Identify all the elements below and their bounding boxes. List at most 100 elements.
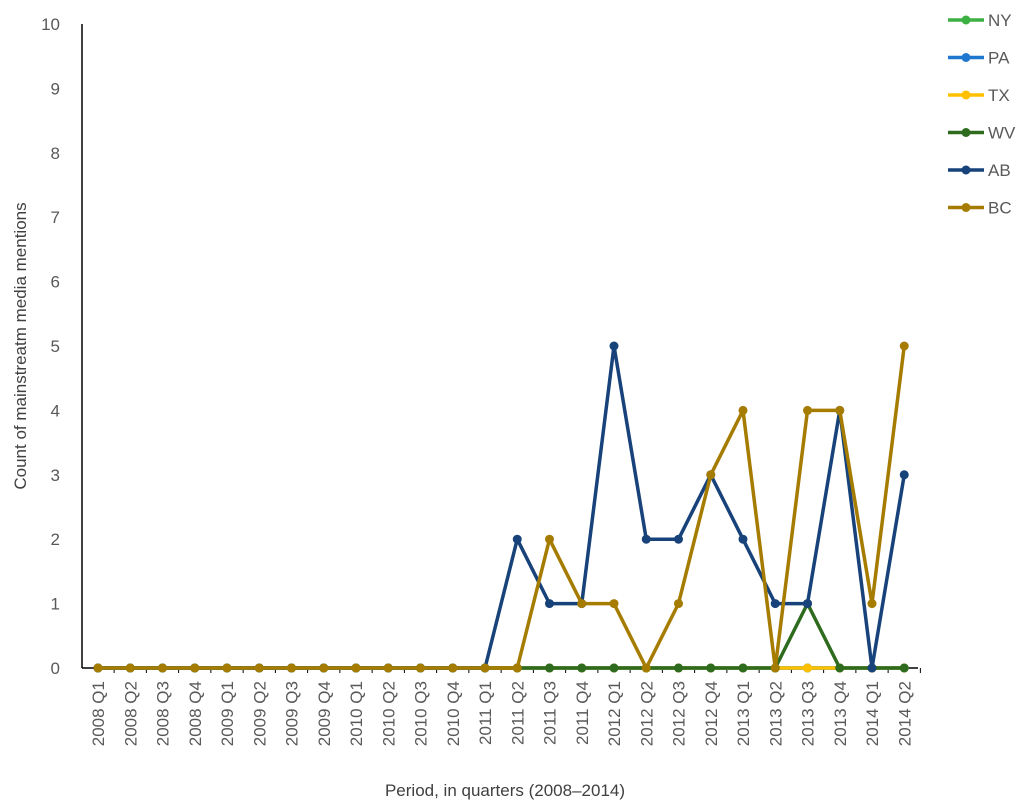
legend-label: TX — [988, 86, 1010, 105]
data-point-bc — [512, 663, 522, 673]
y-tick-label: 10 — [41, 15, 60, 34]
data-point-bc — [383, 663, 393, 673]
data-point-ab — [738, 534, 748, 544]
data-point-bc — [770, 663, 780, 673]
x-tick-label: 2009 Q2 — [250, 681, 269, 746]
legend-swatch-marker — [961, 53, 971, 62]
data-point-ab — [770, 599, 780, 609]
data-point-bc — [93, 663, 103, 673]
y-tick-label: 7 — [51, 208, 60, 227]
data-point-bc — [254, 663, 264, 673]
data-point-wv — [738, 663, 748, 673]
data-point-bc — [480, 663, 490, 673]
legend-swatch-marker — [961, 15, 971, 25]
series-bc — [93, 341, 909, 673]
data-point-ab — [641, 534, 651, 544]
x-tick-label: 2013 Q4 — [831, 681, 850, 746]
x-tick-label: 2009 Q4 — [315, 681, 334, 746]
data-point-ab — [609, 341, 619, 351]
data-point-wv — [674, 663, 683, 673]
data-point-bc — [641, 663, 651, 673]
data-point-bc — [867, 599, 877, 609]
plot-series — [93, 341, 909, 673]
data-point-bc — [351, 663, 361, 673]
x-tick-label: 2012 Q3 — [670, 681, 689, 746]
legend-item-wv: WV — [948, 124, 1016, 143]
y-tick-label: 8 — [51, 144, 60, 163]
data-point-bc — [835, 405, 845, 415]
x-tick-label: 2009 Q1 — [218, 681, 237, 746]
x-tick-label: 2010 Q2 — [379, 681, 398, 746]
legend-label: AB — [988, 161, 1011, 180]
x-tick-label: 2011 Q3 — [541, 681, 560, 745]
x-tick-label: 2011 Q1 — [476, 681, 495, 745]
data-point-bc — [545, 534, 554, 544]
data-point-bc — [609, 599, 619, 609]
data-point-wv — [545, 663, 554, 673]
data-point-bc — [448, 663, 458, 673]
legend-item-pa: PA — [948, 49, 1010, 68]
y-tick-label: 0 — [51, 659, 60, 678]
x-axis-title: Period, in quarters (2008–2014) — [385, 781, 625, 800]
x-tick-label: 2012 Q4 — [702, 681, 721, 746]
data-point-ab — [899, 470, 909, 480]
y-tick-label: 4 — [51, 401, 60, 420]
x-tick-label: 2014 Q1 — [863, 681, 882, 746]
y-axis: 0 1 2 3 4 5 6 7 8 9 10 — [41, 15, 83, 678]
data-point-tx — [803, 663, 812, 673]
legend: NY PA TX WV AB BC — [948, 11, 1016, 218]
data-point-wv — [577, 663, 587, 673]
data-point-wv — [706, 663, 716, 673]
y-tick-label: 1 — [51, 595, 60, 614]
x-tick-label: 2013 Q2 — [766, 681, 785, 746]
data-point-ab — [545, 599, 554, 609]
x-tick-label: 2010 Q4 — [444, 681, 463, 746]
data-point-bc — [158, 663, 167, 673]
x-tick-label: 2008 Q1 — [89, 681, 108, 746]
data-point-ab — [867, 663, 877, 673]
legend-swatch-marker — [961, 90, 971, 100]
y-tick-label: 5 — [51, 337, 60, 356]
data-point-bc — [706, 470, 716, 480]
data-point-ab — [512, 534, 522, 544]
y-tick-label: 3 — [51, 466, 60, 485]
data-point-wv — [609, 663, 619, 673]
data-point-bc — [287, 663, 296, 673]
data-point-wv — [899, 663, 909, 673]
data-point-bc — [577, 599, 587, 609]
x-tick-label: 2011 Q4 — [573, 681, 592, 745]
data-point-bc — [190, 663, 200, 673]
data-point-bc — [674, 599, 683, 609]
y-tick-label: 2 — [51, 530, 60, 549]
legend-swatch-marker — [961, 128, 971, 137]
x-tick-label: 2008 Q3 — [154, 681, 173, 746]
data-point-bc — [738, 405, 748, 415]
legend-label: BC — [988, 199, 1012, 218]
data-point-bc — [803, 405, 812, 415]
y-axis-title: Count of mainstreatm media mentions — [11, 202, 30, 489]
legend-swatch-marker — [961, 203, 971, 212]
legend-label: WV — [988, 124, 1016, 143]
legend-swatch-marker — [961, 165, 971, 175]
x-tick-label: 2014 Q2 — [895, 681, 914, 746]
data-point-bc — [125, 663, 135, 673]
legend-label: NY — [988, 11, 1012, 30]
series-ab — [93, 341, 909, 673]
legend-item-tx: TX — [948, 86, 1010, 105]
legend-item-bc: BC — [948, 199, 1012, 218]
x-tick-label: 2011 Q2 — [508, 681, 527, 745]
data-point-ab — [674, 534, 683, 544]
x-tick-label: 2012 Q1 — [605, 681, 624, 746]
series-line-ab — [96, 344, 906, 670]
x-tick-label: 2013 Q3 — [799, 681, 818, 746]
data-point-bc — [899, 341, 909, 351]
legend-label: PA — [988, 49, 1010, 68]
x-tick-label: 2008 Q4 — [186, 681, 205, 746]
data-point-bc — [319, 663, 329, 673]
x-tick-label: 2008 Q2 — [121, 681, 140, 746]
legend-item-ab: AB — [948, 161, 1011, 180]
y-tick-label: 6 — [51, 273, 60, 292]
x-tick-label: 2010 Q3 — [412, 681, 431, 746]
y-tick-label: 9 — [51, 79, 60, 98]
